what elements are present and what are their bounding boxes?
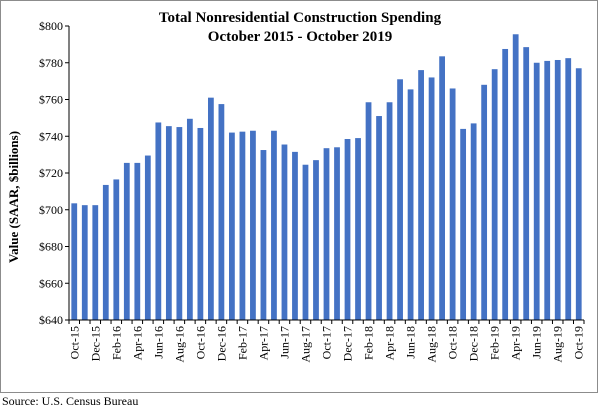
bar-feb-17	[239, 131, 246, 320]
x-tick-label: Aug-17	[298, 326, 312, 363]
y-tick-label: $720	[39, 166, 63, 180]
x-tick-label: Feb-17	[235, 326, 249, 360]
bar-series	[71, 34, 582, 321]
chart-title: Total Nonresidential Construction Spendi…	[159, 10, 442, 26]
bar-dec-15	[92, 205, 99, 320]
x-tick-label: Feb-19	[488, 326, 502, 360]
bar-aug-19	[554, 59, 561, 321]
x-tick-label: Apr-18	[383, 326, 397, 360]
nonresidential-spending-chart: Total Nonresidential Construction Spendi…	[6, 10, 586, 363]
y-tick-label: $740	[39, 129, 63, 143]
bar-feb-19	[491, 69, 498, 321]
bar-nov-15	[81, 205, 88, 320]
bar-dec-18	[470, 123, 477, 320]
x-tick-label: Feb-16	[109, 326, 123, 360]
bar-jul-17	[292, 151, 298, 320]
bar-jun-17	[281, 144, 288, 320]
x-axis: Oct-15 Dec-15 Feb-16 Apr-16 Jun-16 Aug-16 Oct-…	[67, 320, 586, 363]
x-tick-label: Apr-19	[509, 326, 523, 360]
bar-jan-19	[481, 84, 488, 320]
bar-jan-17	[229, 132, 235, 320]
bar-nov-18	[460, 128, 467, 320]
x-tick-label: Jun-17	[277, 326, 291, 359]
x-tick-label: Oct-17	[320, 326, 334, 359]
y-axis: $640 $660 $680 $700 $720 $740 $760 $780 $800	[39, 19, 69, 327]
bar-oct-15	[71, 203, 78, 320]
y-tick-label: $640	[39, 313, 63, 327]
bar-feb-16	[113, 179, 120, 320]
bar-apr-18	[386, 102, 393, 320]
bar-may-17	[271, 130, 277, 320]
bar-may-18	[397, 79, 403, 320]
bar-may-16	[144, 155, 151, 320]
y-axis-title: Value (SAAR, $billions)	[6, 131, 21, 263]
x-tick-label: Jun-19	[530, 326, 544, 359]
bar-feb-18	[365, 102, 372, 320]
x-tick-label: Dec-18	[467, 326, 481, 361]
y-tick-label: $800	[39, 19, 63, 33]
chart-frame: Total Nonresidential Construction Spendi…	[0, 0, 598, 393]
y-tick-label: $660	[39, 276, 63, 290]
x-tick-label: Jun-18	[404, 326, 418, 359]
y-tick-label: $680	[39, 240, 63, 254]
x-tick-label: Oct-15	[67, 326, 81, 359]
bar-sep-19	[565, 58, 572, 320]
bar-apr-19	[512, 34, 519, 321]
bar-nov-17	[334, 147, 340, 320]
bar-sep-18	[439, 56, 445, 320]
x-tick-label: Oct-19	[572, 326, 586, 359]
y-tick-label: $780	[39, 56, 63, 70]
x-tick-label: Aug-18	[425, 326, 439, 363]
bar-jul-18	[418, 70, 424, 320]
bar-may-19	[523, 47, 530, 320]
bar-jan-16	[102, 184, 109, 320]
bar-jun-19	[533, 62, 540, 320]
bar-aug-17	[302, 164, 309, 320]
x-tick-label: Apr-16	[130, 326, 144, 360]
bar-jul-19	[544, 60, 551, 320]
x-tick-label: Dec-17	[341, 326, 355, 361]
bar-jan-18	[355, 138, 361, 320]
x-tick-label: Oct-16	[193, 326, 207, 359]
bar-oct-16	[197, 127, 204, 320]
bar-aug-18	[428, 77, 435, 320]
bar-oct-17	[323, 148, 330, 320]
bar-mar-16	[123, 162, 130, 320]
chart-subtitle: October 2015 - October 2019	[208, 29, 392, 45]
bar-dec-17	[344, 139, 351, 320]
x-tick-label: Aug-16	[172, 326, 186, 363]
x-tick-label: Apr-17	[256, 326, 270, 360]
bar-aug-16	[176, 127, 183, 320]
bar-nov-16	[208, 97, 214, 320]
bar-oct-18	[449, 88, 456, 320]
bar-jun-18	[407, 89, 414, 320]
bar-jul-16	[165, 126, 172, 320]
x-tick-label: Jun-16	[151, 326, 165, 359]
source-note: Source: U.S. Census Bureau	[2, 394, 139, 408]
bar-mar-19	[502, 48, 509, 320]
x-tick-label: Aug-19	[551, 326, 565, 363]
bar-mar-17	[250, 130, 256, 320]
bar-apr-17	[260, 150, 267, 320]
bar-dec-16	[218, 104, 225, 320]
bar-sep-16	[186, 118, 193, 320]
x-tick-label: Feb-18	[362, 326, 376, 360]
x-tick-label: Dec-16	[214, 326, 228, 361]
x-tick-label: Dec-15	[88, 326, 102, 361]
y-tick-label: $760	[39, 93, 63, 107]
bar-oct-19	[575, 68, 582, 320]
y-tick-label: $700	[39, 203, 63, 217]
x-tick-label: Oct-18	[446, 326, 460, 359]
bar-mar-18	[376, 116, 382, 320]
bar-apr-16	[134, 162, 141, 320]
bar-sep-17	[313, 160, 319, 320]
bar-jun-16	[155, 122, 162, 320]
